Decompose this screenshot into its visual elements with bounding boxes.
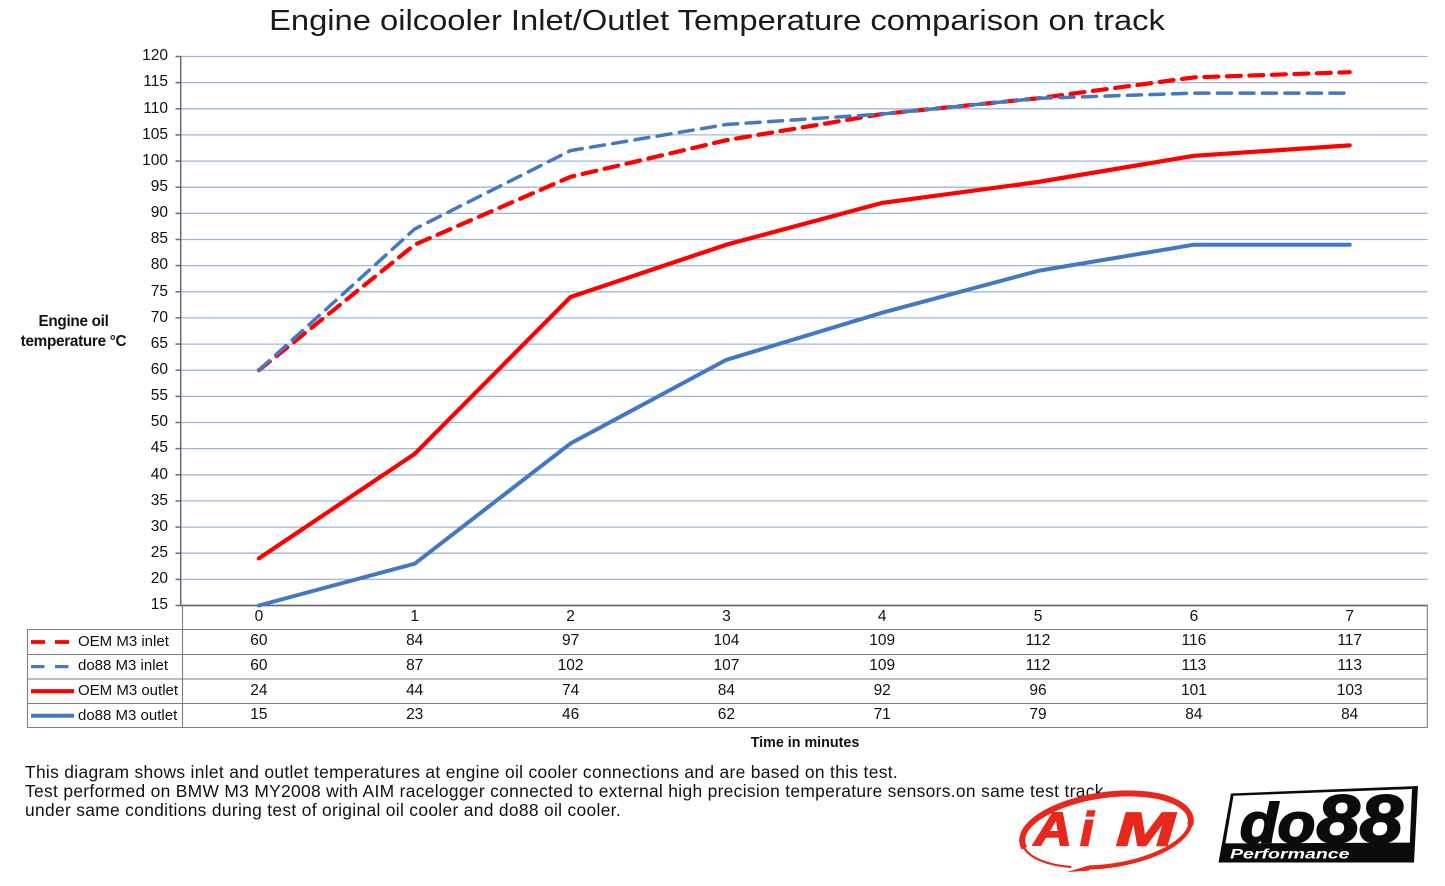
svg-text:i: i <box>1080 804 1095 857</box>
svg-text:88: 88 <box>1317 782 1404 858</box>
svg-text:do: do <box>1240 793 1315 855</box>
svg-text:M: M <box>1116 803 1176 856</box>
svg-text:Performance: Performance <box>1230 846 1350 861</box>
svg-text:A: A <box>1032 803 1072 856</box>
